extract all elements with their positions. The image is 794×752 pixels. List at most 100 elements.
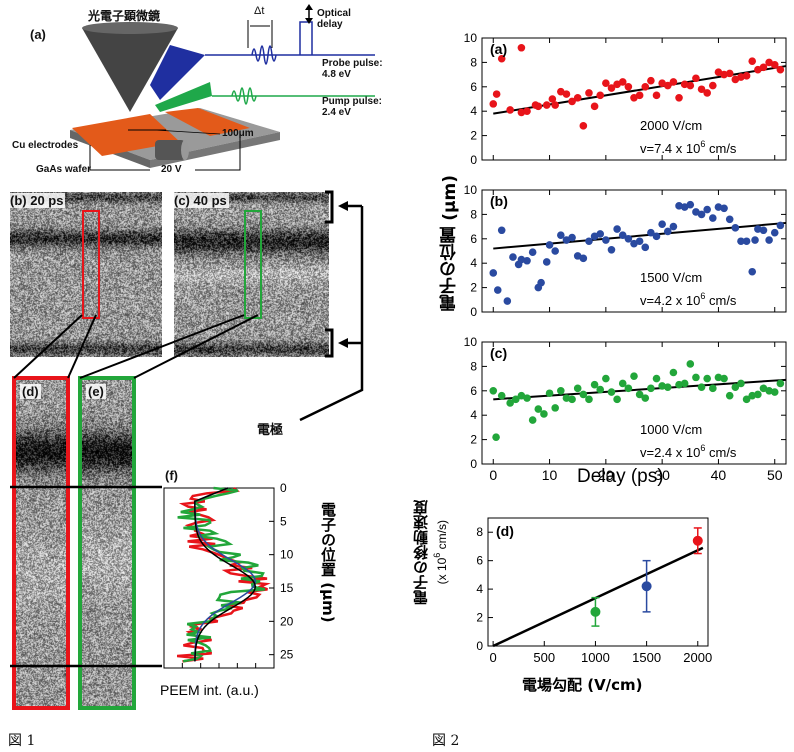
ytick-label: 4 [470,104,477,118]
fig2-ylabel: 電子の位置 (μm) [440,175,460,312]
data-point [489,269,498,277]
data-point [663,227,672,236]
fig2-scatter-panels: 0 2 4 6 8 10 (a) 2000 V/cm v=7.4 x 106 cm/s 0 2 4 6 8… [464,31,787,483]
data-point [652,232,661,241]
data-point [692,74,700,83]
data-point [703,374,711,383]
ytick-label: 8 [470,359,477,373]
data-point [652,91,661,100]
data-point [523,394,531,402]
ytick-label: 10 [464,31,478,45]
data-point [557,387,565,395]
data-point [585,395,593,404]
data-point [579,122,588,130]
data-point [641,394,650,402]
d-panel-label: (d) [496,523,514,539]
data-point [607,388,616,396]
panel-label: (a) [490,41,507,57]
xtick-label: 50 [767,467,783,483]
xtick-label: 20 [598,467,614,483]
data-point [686,360,695,368]
zoom-strip-green [78,376,136,710]
data-point [647,76,655,85]
roi-box-red [82,210,100,319]
data-point [776,221,785,230]
data-point [618,78,627,86]
fig1-d-label: (d) [20,384,41,399]
data-point [534,405,543,413]
data-point [647,228,655,237]
ytick-label: 2 [470,129,477,143]
velocity-annotation: v=7.4 x 106 cm/s [640,139,737,156]
data-point [731,224,740,232]
ytick-label: 8 [470,207,477,221]
electrode-label: 電極 [257,423,284,438]
data-point [742,237,751,246]
data-point [737,237,745,246]
ytick-label: 8 [470,55,477,69]
velocity-annotation: v=4.2 x 106 cm/s [640,291,737,308]
peem-image-20ps [10,192,162,357]
data-point [759,63,768,72]
xtick-label: 0 [489,467,497,483]
data-point [652,374,661,383]
gaas-wafer-label: GaAs wafer [36,164,92,175]
f-ytick-label: 20 [280,614,294,628]
data-point [557,231,565,239]
d-xtick-label: 1500 [632,650,661,665]
data-point [618,379,627,388]
data-point [568,233,576,242]
battery-icon [155,140,185,160]
xtick-label: 10 [542,467,558,483]
ytick-label: 0 [470,457,477,471]
data-point [618,231,627,239]
data-point [506,399,514,407]
data-point [489,387,498,395]
data-point [697,210,706,219]
data-point [537,278,545,287]
d-xtick-label: 500 [533,650,555,665]
data-point [692,373,700,382]
data-point [725,69,734,78]
data-point [489,100,498,108]
data-point [709,384,717,393]
data-point [562,90,571,98]
panel-label: (b) [490,193,508,209]
data-point [759,226,768,235]
pump-energy: 2.4 eV [322,107,351,118]
fig1-f-xlabel: PEEM int. (a.u.) [160,682,259,698]
ytick-label: 4 [470,408,477,422]
data-point [624,235,633,243]
data-point [503,297,512,305]
fig1-f-ylabel: 電子の位置 (μm) [319,502,337,623]
data-point [703,205,711,214]
data-point [725,215,734,224]
data-point [497,226,506,235]
fig2d-xlabel: 電場勾配 (V/cm) [522,676,643,694]
fig2d-yunit: (x 106 cm/s) [432,520,449,585]
data-point [602,236,610,244]
f-ytick-label: 5 [280,514,287,528]
data-point [776,379,785,388]
velocity-annotation: v=2.4 x 106 cm/s [640,443,737,460]
data-point [568,395,576,404]
data-point [607,245,616,254]
f-ytick-label: 10 [280,548,294,562]
microscope-cone [82,28,178,112]
ytick-label: 10 [464,335,478,349]
data-point [492,433,500,441]
fig2-panel-d-velocity: 0 2 4 6 8 0 500 1000 1500 2000 (d) [476,517,712,665]
ytick-label: 6 [470,384,477,398]
data-point [765,236,773,244]
xtick-label: 40 [711,467,727,483]
cu-electrodes-label: Cu electrodes [12,140,79,151]
ytick-label: 0 [470,153,477,167]
data-point [669,78,678,86]
data-point [506,106,514,114]
data-point [596,230,605,238]
d-xtick-label: 1000 [581,650,610,665]
peem-image-40ps [174,192,329,357]
velocity-point [692,535,703,546]
data-point [731,383,740,391]
d-plot-frame [487,517,709,647]
